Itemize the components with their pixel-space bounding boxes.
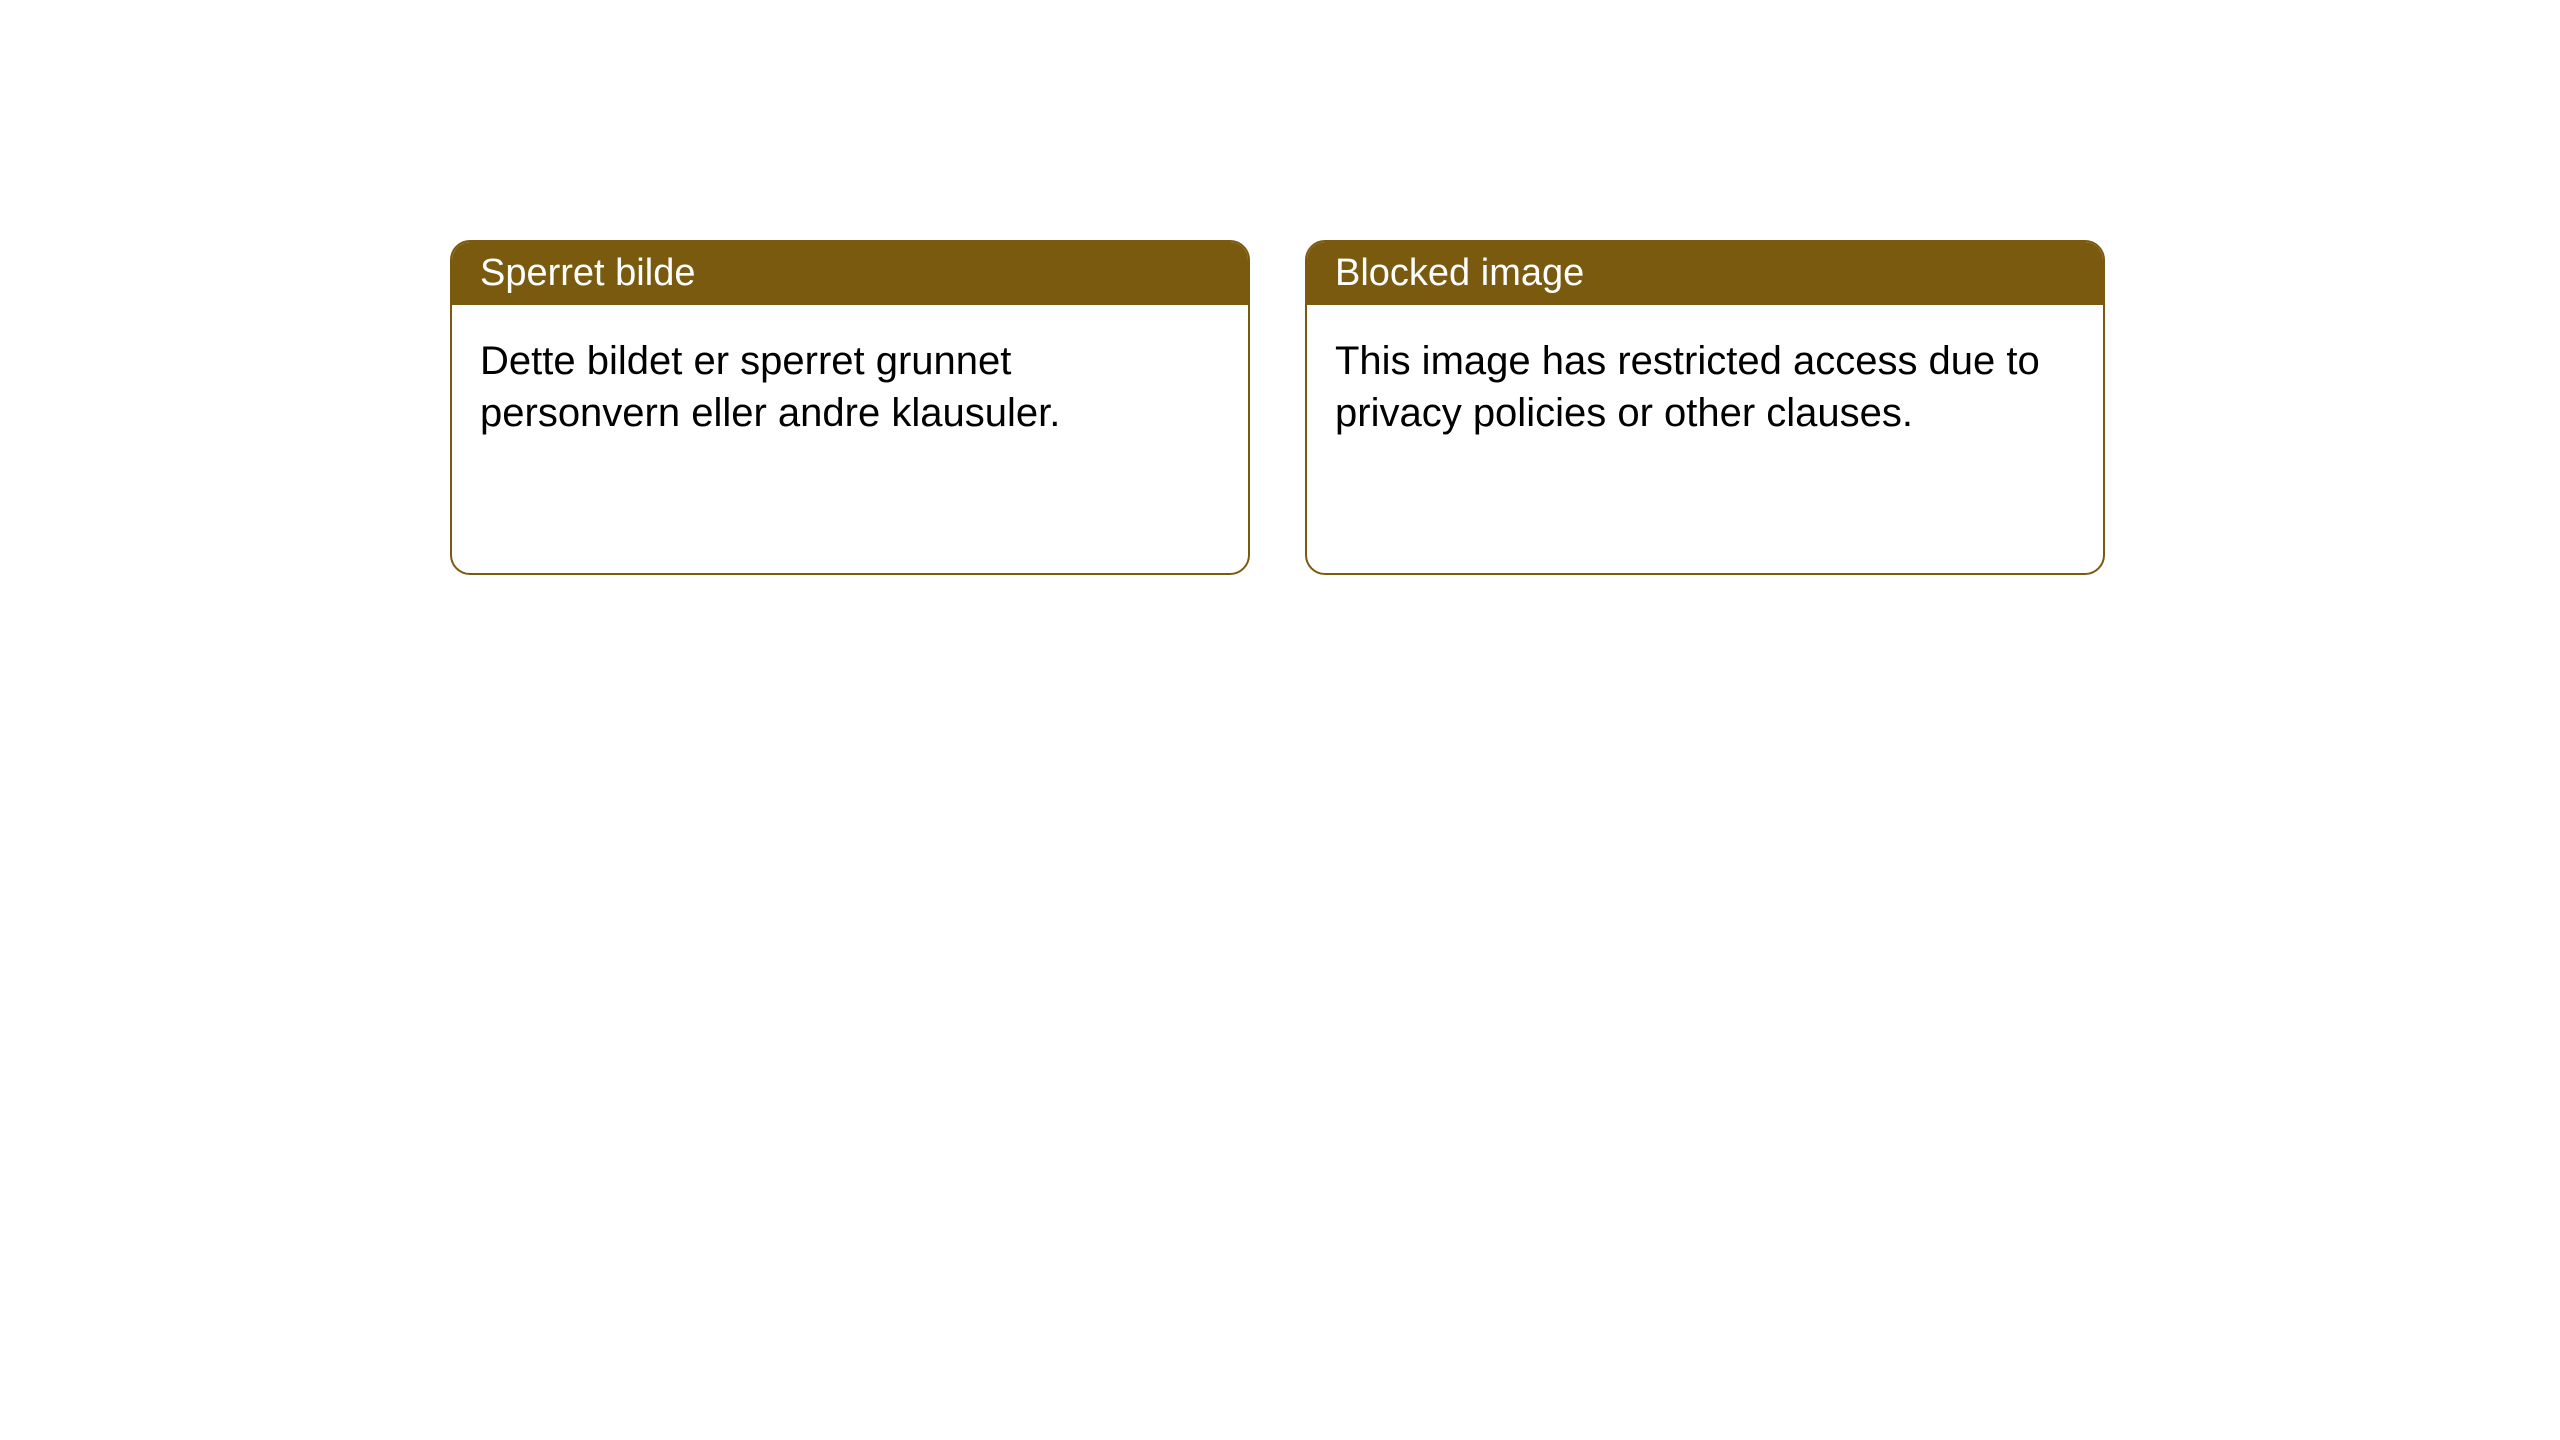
notice-container: Sperret bilde Dette bildet er sperret gr…	[450, 240, 2105, 575]
notice-card-english: Blocked image This image has restricted …	[1305, 240, 2105, 575]
notice-card-norwegian: Sperret bilde Dette bildet er sperret gr…	[450, 240, 1250, 575]
notice-body-norwegian: Dette bildet er sperret grunnet personve…	[452, 305, 1248, 469]
notice-title-english: Blocked image	[1307, 242, 2103, 305]
notice-body-english: This image has restricted access due to …	[1307, 305, 2103, 469]
notice-title-norwegian: Sperret bilde	[452, 242, 1248, 305]
